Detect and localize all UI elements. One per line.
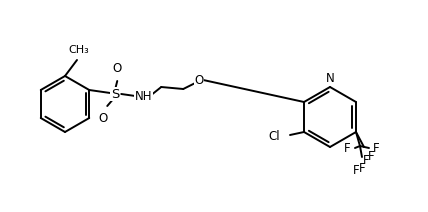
Text: O: O <box>98 112 108 125</box>
Text: O: O <box>113 62 122 75</box>
Text: F: F <box>363 154 369 167</box>
Text: N: N <box>326 72 334 85</box>
Text: Cl: Cl <box>268 130 280 142</box>
Text: F: F <box>368 149 374 163</box>
Text: F: F <box>353 164 359 177</box>
Text: F: F <box>345 141 351 155</box>
Text: F: F <box>359 162 365 175</box>
Text: NH: NH <box>134 89 152 102</box>
Text: S: S <box>111 88 119 100</box>
Text: CH₃: CH₃ <box>68 45 89 55</box>
Text: F: F <box>373 141 380 155</box>
Text: O: O <box>195 74 204 86</box>
